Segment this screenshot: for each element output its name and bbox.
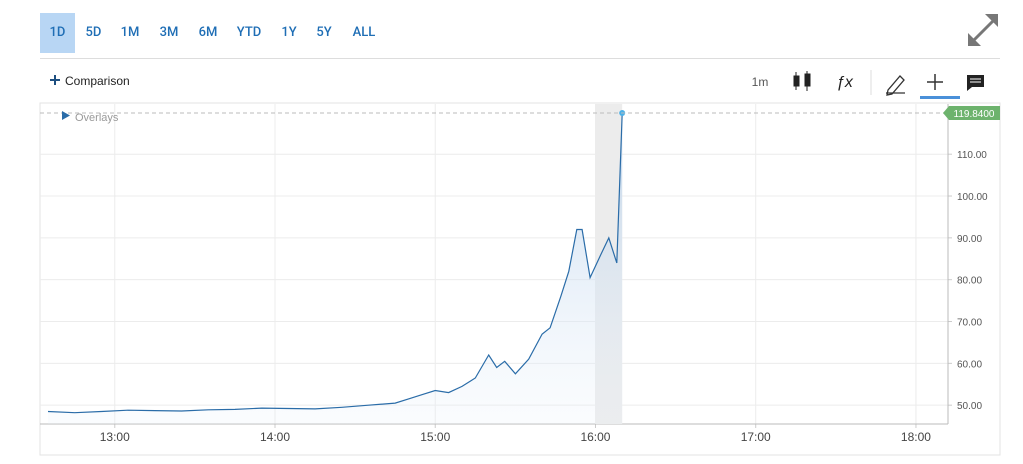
range-button[interactable]: 3M	[159, 25, 179, 40]
area	[48, 113, 623, 424]
range-button[interactable]: 1D	[40, 13, 75, 53]
news-icon[interactable]	[967, 75, 984, 91]
interval-button[interactable]: 1m	[752, 75, 769, 89]
range-button[interactable]: YTD	[236, 25, 262, 40]
y-tick-label: 70.00	[957, 318, 982, 329]
studies-icon[interactable]: ƒx	[836, 74, 854, 91]
draw-icon[interactable]	[886, 75, 905, 96]
range-button[interactable]: ALL	[352, 25, 376, 40]
x-tick-label: 18:00	[901, 430, 931, 444]
price-line	[47, 112, 623, 414]
divider	[40, 58, 1000, 59]
range-button[interactable]: 1Y	[281, 25, 297, 40]
comparison-button[interactable]: Comparison	[50, 74, 130, 88]
last-price-label: 119.8400	[954, 109, 995, 120]
range-button[interactable]: 1M	[120, 25, 140, 40]
x-tick-label: 16:00	[580, 430, 610, 444]
comparison-label: Comparison	[65, 74, 130, 88]
crosshair-icon[interactable]	[920, 74, 960, 99]
y-tick-label: 50.00	[957, 401, 982, 412]
range-button[interactable]: 5D	[85, 25, 102, 40]
y-tick-label: 90.00	[957, 234, 982, 245]
x-tick-label: 13:00	[100, 430, 130, 444]
y-tick-label: 110.00	[957, 150, 987, 161]
last-price-tag	[943, 106, 1000, 121]
range-button[interactable]: 6M	[198, 25, 218, 40]
x-tick-label: 14:00	[260, 430, 290, 444]
expand-icon[interactable]	[968, 14, 998, 46]
x-tick-label: 15:00	[420, 430, 450, 444]
x-tick-label: 17:00	[741, 430, 771, 444]
y-tick-label: 60.00	[957, 359, 982, 370]
y-tick-label: 80.00	[957, 276, 982, 287]
range-button[interactable]: 5Y	[316, 25, 332, 40]
y-tick-label: 100.00	[957, 192, 988, 203]
chart-frame	[39, 102, 1001, 456]
candle-icon[interactable]	[793, 71, 811, 91]
overlays-label: Overlays	[75, 112, 119, 124]
overlays-toggle[interactable]: Overlays	[62, 111, 119, 124]
